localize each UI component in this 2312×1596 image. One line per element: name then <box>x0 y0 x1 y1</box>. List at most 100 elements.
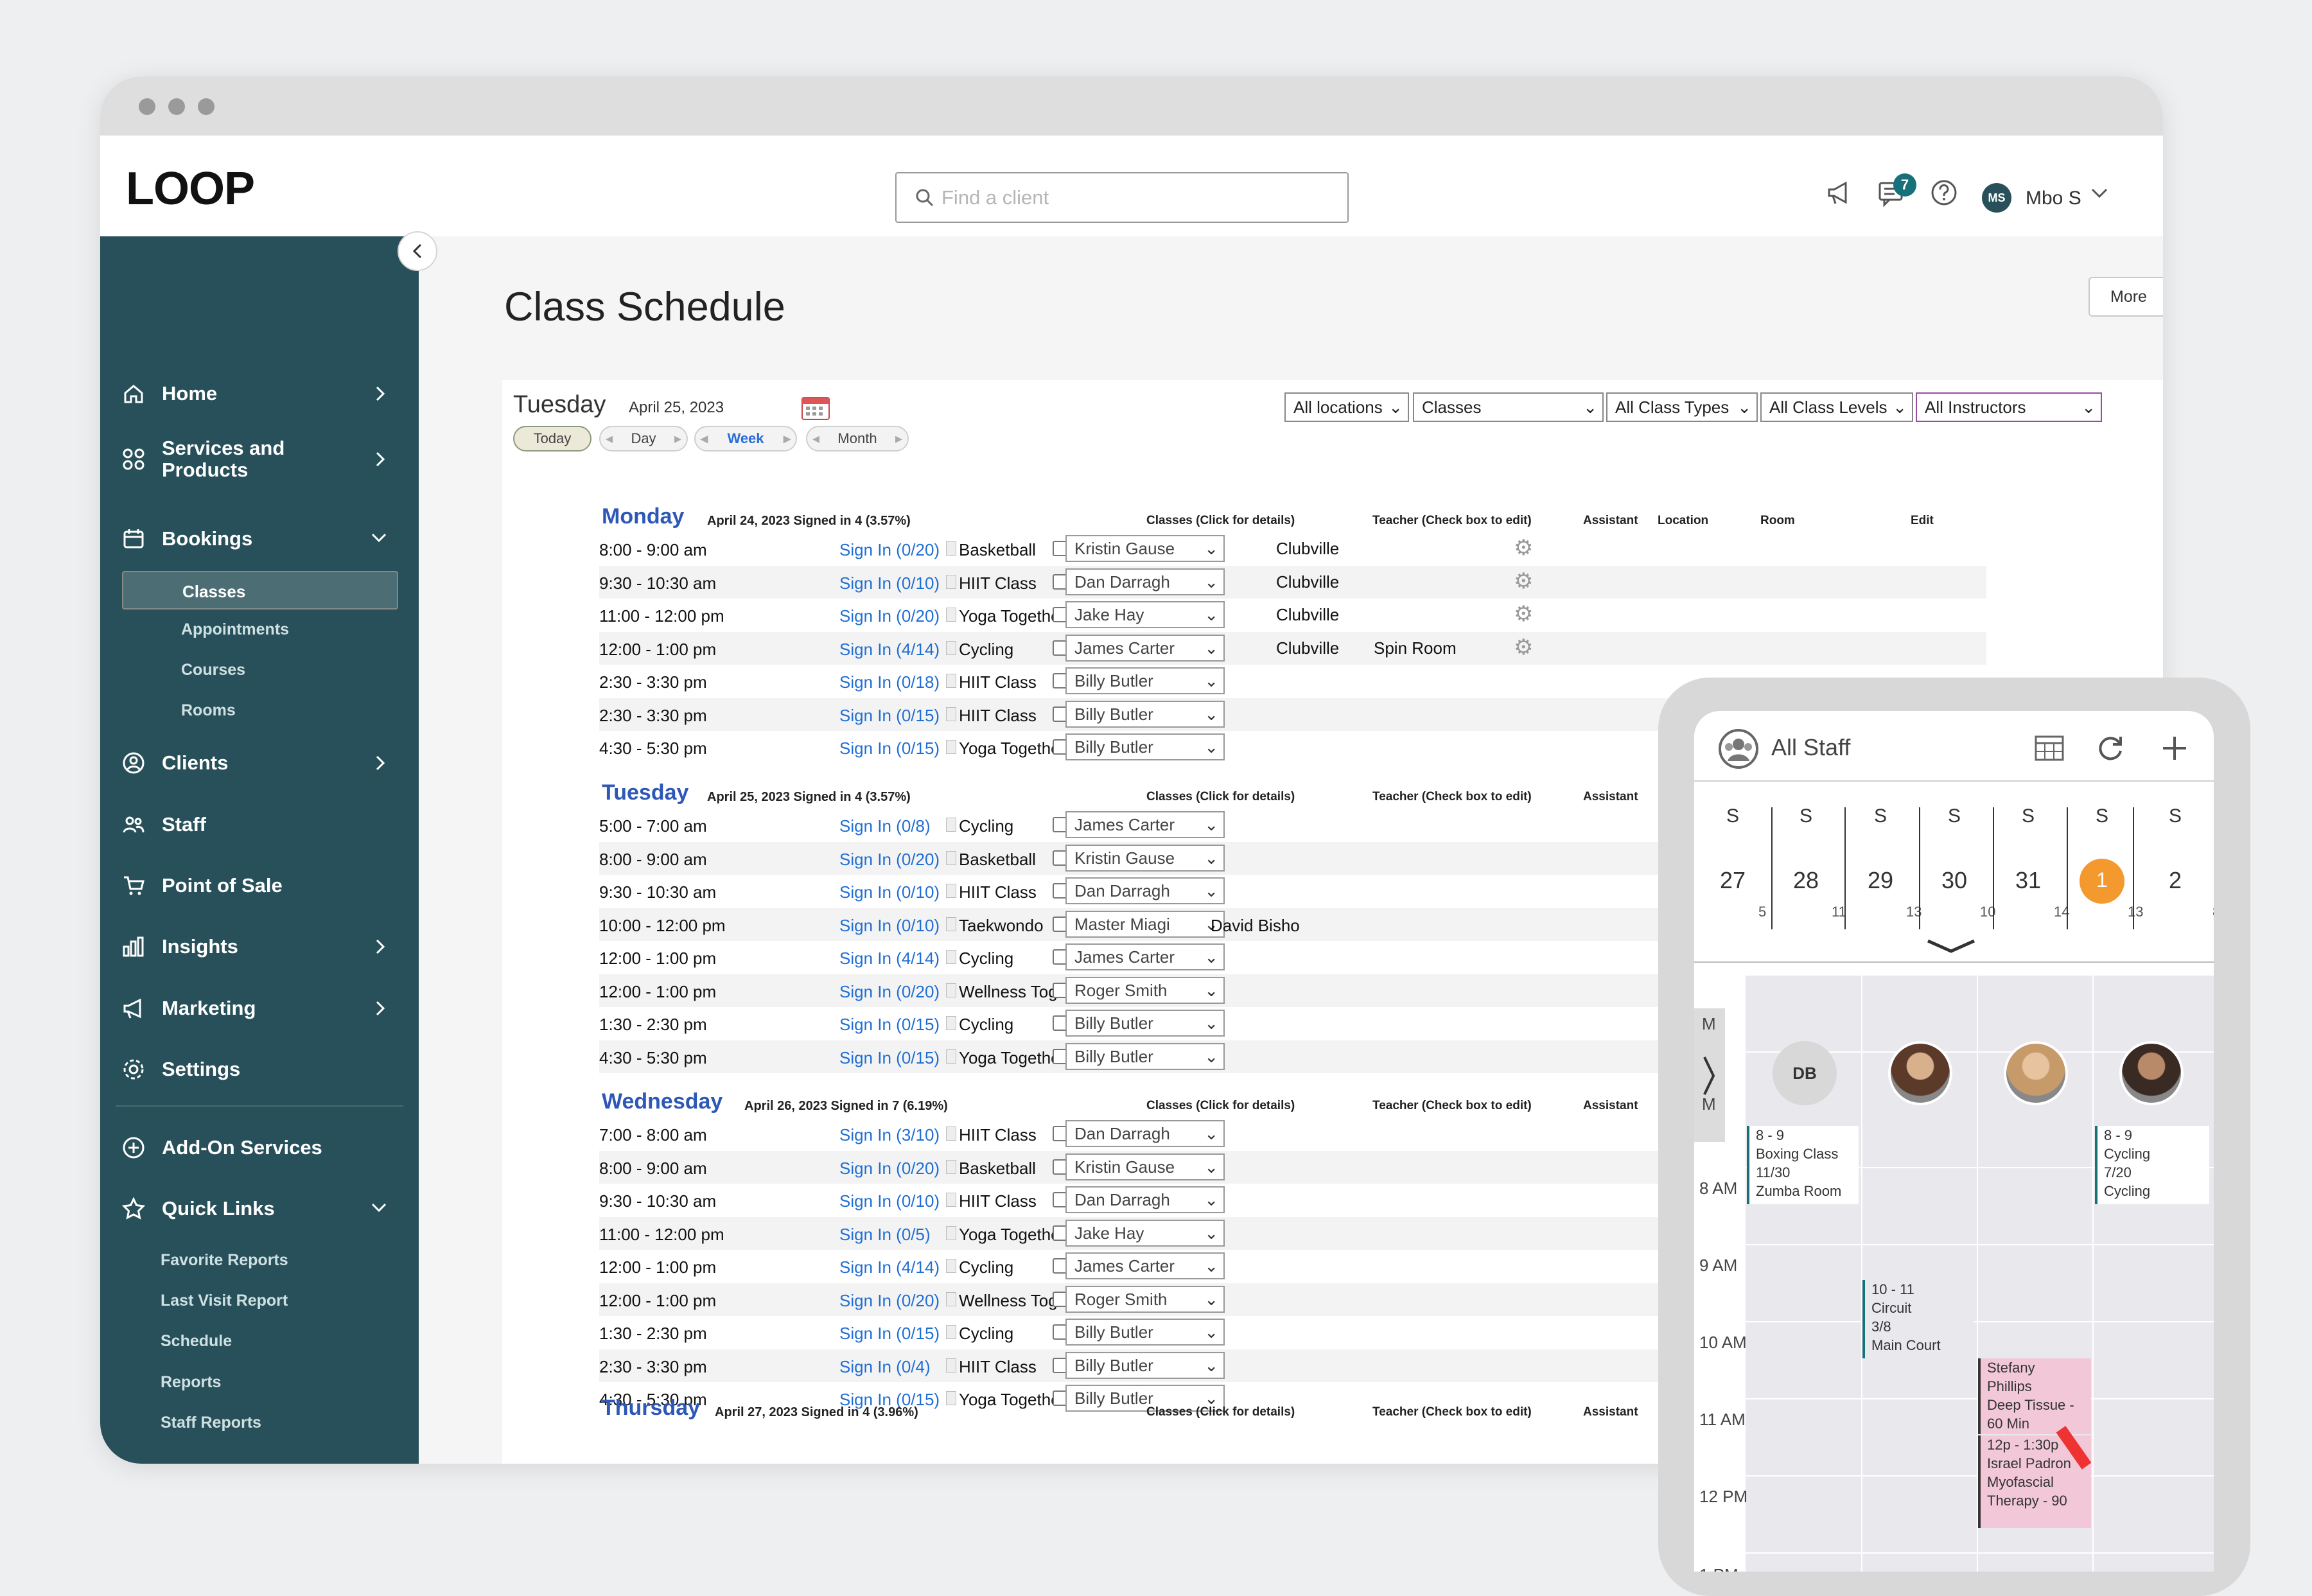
teacher-select[interactable]: Kristin Gause ⌄ <box>1065 1153 1225 1180</box>
teacher-select[interactable]: Billy Butler ⌄ <box>1065 1351 1225 1379</box>
day-button[interactable]: ◂ Day ▸ <box>599 426 688 452</box>
sign-in-link[interactable]: Sign In (0/20) <box>839 981 940 1001</box>
week-button-prev-icon[interactable]: ◂ <box>701 430 708 446</box>
refresh-icon[interactable] <box>2096 734 2124 762</box>
class-name-link[interactable]: Taekwondo <box>959 915 1044 935</box>
class-name-link[interactable]: Yoga Together <box>959 1390 1066 1409</box>
class-type-filter[interactable]: All Class Types ⌄ <box>1606 392 1758 422</box>
date-number[interactable]: 30 <box>1941 867 1968 893</box>
search-input[interactable] <box>941 185 1327 211</box>
sidebar-item-bookings[interactable]: Bookings <box>121 520 397 558</box>
client-search-box[interactable] <box>895 172 1349 223</box>
loop-logo[interactable]: LOOP <box>126 163 255 215</box>
quick-link-reports[interactable]: Reports <box>161 1373 222 1391</box>
teacher-select[interactable]: Billy Butler ⌄ <box>1065 1385 1225 1412</box>
class-notes-icon[interactable] <box>946 1159 956 1174</box>
sign-in-link[interactable]: Sign In (0/15) <box>839 705 940 725</box>
sign-in-link[interactable]: Sign In (0/15) <box>839 1324 940 1343</box>
class-notes-icon[interactable] <box>946 706 956 721</box>
sign-in-link[interactable]: Sign In (0/15) <box>839 739 940 758</box>
sidebar-collapse-button[interactable] <box>398 231 437 271</box>
class-notes-icon[interactable] <box>946 916 956 931</box>
event-cycling[interactable]: 8 - 9 Cycling 7/20 Cycling <box>2095 1126 2209 1204</box>
megaphone-icon[interactable] <box>1825 178 1855 207</box>
quick-link-favorite-reports[interactable]: Favorite Reports <box>161 1251 288 1269</box>
class-name-link[interactable]: HIIT Class <box>959 882 1037 902</box>
sidebar-item-quick-links[interactable]: Quick Links <box>121 1189 397 1228</box>
selected-day-circle[interactable] <box>2080 859 2124 904</box>
class-notes-icon[interactable] <box>946 983 956 997</box>
location-filter[interactable]: All locations ⌄ <box>1284 392 1409 422</box>
add-icon[interactable] <box>2160 734 2189 762</box>
sidebar-sub-classes[interactable]: Classes <box>122 571 398 609</box>
month-button-next-icon[interactable]: ▸ <box>895 430 902 446</box>
day-button-next-icon[interactable]: ▸ <box>674 430 681 446</box>
mobile-title[interactable]: All Staff <box>1771 734 1851 760</box>
teacher-select[interactable]: Dan Darragh ⌄ <box>1065 1120 1225 1147</box>
event-circuit[interactable]: 10 - 11 Circuit 3/8 Main Court <box>1862 1280 1974 1358</box>
class-name-link[interactable]: HIIT Class <box>959 1125 1037 1144</box>
class-notes-icon[interactable] <box>946 818 956 832</box>
teacher-select[interactable]: Kristin Gause ⌄ <box>1065 535 1225 562</box>
instructor-filter[interactable]: All Instructors ⌄ <box>1916 392 2102 422</box>
class-name-link[interactable]: HIIT Class <box>959 573 1037 593</box>
class-name-link[interactable]: HIIT Class <box>959 1191 1037 1211</box>
teacher-select[interactable]: Kristin Gause ⌄ <box>1065 844 1225 872</box>
help-icon[interactable] <box>1929 178 1959 207</box>
class-name-link[interactable]: HIIT Class <box>959 705 1037 725</box>
edit-gear-icon[interactable]: ⚙ <box>1514 602 1534 626</box>
class-notes-icon[interactable] <box>946 1225 956 1240</box>
class-name-link[interactable]: Cycling <box>959 1324 1014 1343</box>
user-name[interactable]: Mbo S <box>2026 188 2081 209</box>
date-number[interactable]: 27 <box>1719 867 1746 893</box>
staff-avatar-photo[interactable] <box>1888 1041 1952 1105</box>
sign-in-link[interactable]: Sign In (0/18) <box>839 672 940 692</box>
sign-in-link[interactable]: Sign In (4/14) <box>839 1258 940 1277</box>
date-number[interactable]: 29 <box>1867 867 1894 893</box>
class-notes-icon[interactable] <box>946 1391 956 1405</box>
class-notes-icon[interactable] <box>946 608 956 622</box>
teacher-select[interactable]: Dan Darragh ⌄ <box>1065 877 1225 904</box>
sidebar-item-services[interactable]: Services and Products <box>121 430 397 488</box>
sign-in-link[interactable]: Sign In (3/10) <box>839 1125 940 1144</box>
quick-link-staff-reports[interactable]: Staff Reports <box>161 1414 261 1432</box>
class-notes-icon[interactable] <box>946 674 956 688</box>
window-close-dot[interactable] <box>139 98 155 115</box>
teacher-select[interactable]: James Carter ⌄ <box>1065 811 1225 838</box>
sign-in-link[interactable]: Sign In (4/14) <box>839 639 940 659</box>
avatar[interactable]: MS <box>1982 183 2011 213</box>
class-name-link[interactable]: Basketball <box>959 1158 1036 1178</box>
class-name-link[interactable]: Cycling <box>959 949 1014 968</box>
teacher-select[interactable]: Master Miagi ⌄ <box>1065 910 1225 938</box>
class-notes-icon[interactable] <box>946 950 956 964</box>
class-name-link[interactable]: Yoga Together <box>959 606 1066 626</box>
class-name-link[interactable]: HIIT Class <box>959 672 1037 692</box>
class-notes-icon[interactable] <box>946 1325 956 1339</box>
month-button-prev-icon[interactable]: ◂ <box>812 430 820 446</box>
class-notes-icon[interactable] <box>946 1016 956 1030</box>
appointment-stefany-phillips[interactable]: Stefany Phillips Deep Tissue - 60 Min <box>1978 1358 2091 1434</box>
class-notes-icon[interactable] <box>946 1292 956 1306</box>
class-notes-icon[interactable] <box>946 1127 956 1141</box>
class-notes-icon[interactable] <box>946 640 956 655</box>
teacher-select[interactable]: James Carter ⌄ <box>1065 943 1225 970</box>
classes-filter[interactable]: Classes ⌄ <box>1413 392 1604 422</box>
sidebar-sub-courses[interactable]: Courses <box>181 661 246 679</box>
today-button[interactable]: Today <box>513 426 591 452</box>
teacher-select[interactable]: James Carter ⌄ <box>1065 1252 1225 1279</box>
class-name-link[interactable]: Yoga Together <box>959 1224 1066 1244</box>
calendar-grid-icon[interactable] <box>2035 735 2064 761</box>
teacher-select[interactable]: Roger Smith ⌄ <box>1065 976 1225 1004</box>
sign-in-link[interactable]: Sign In (0/5) <box>839 1224 931 1244</box>
quick-link-last-visit-report[interactable]: Last Visit Report <box>161 1292 288 1310</box>
edit-gear-icon[interactable]: ⚙ <box>1514 536 1534 560</box>
month-button[interactable]: ◂ Month ▸ <box>806 426 909 452</box>
class-notes-icon[interactable] <box>946 1049 956 1064</box>
staff-avatar-initials[interactable]: DB <box>1773 1041 1837 1105</box>
sign-in-link[interactable]: Sign In (0/20) <box>839 849 940 869</box>
sign-in-link[interactable]: Sign In (0/10) <box>839 1191 940 1211</box>
teacher-select[interactable]: Billy Butler ⌄ <box>1065 1042 1225 1070</box>
sign-in-link[interactable]: Sign In (0/4) <box>839 1356 931 1376</box>
date-number[interactable]: 28 <box>1792 867 1819 893</box>
class-level-filter[interactable]: All Class Levels ⌄ <box>1760 392 1913 422</box>
